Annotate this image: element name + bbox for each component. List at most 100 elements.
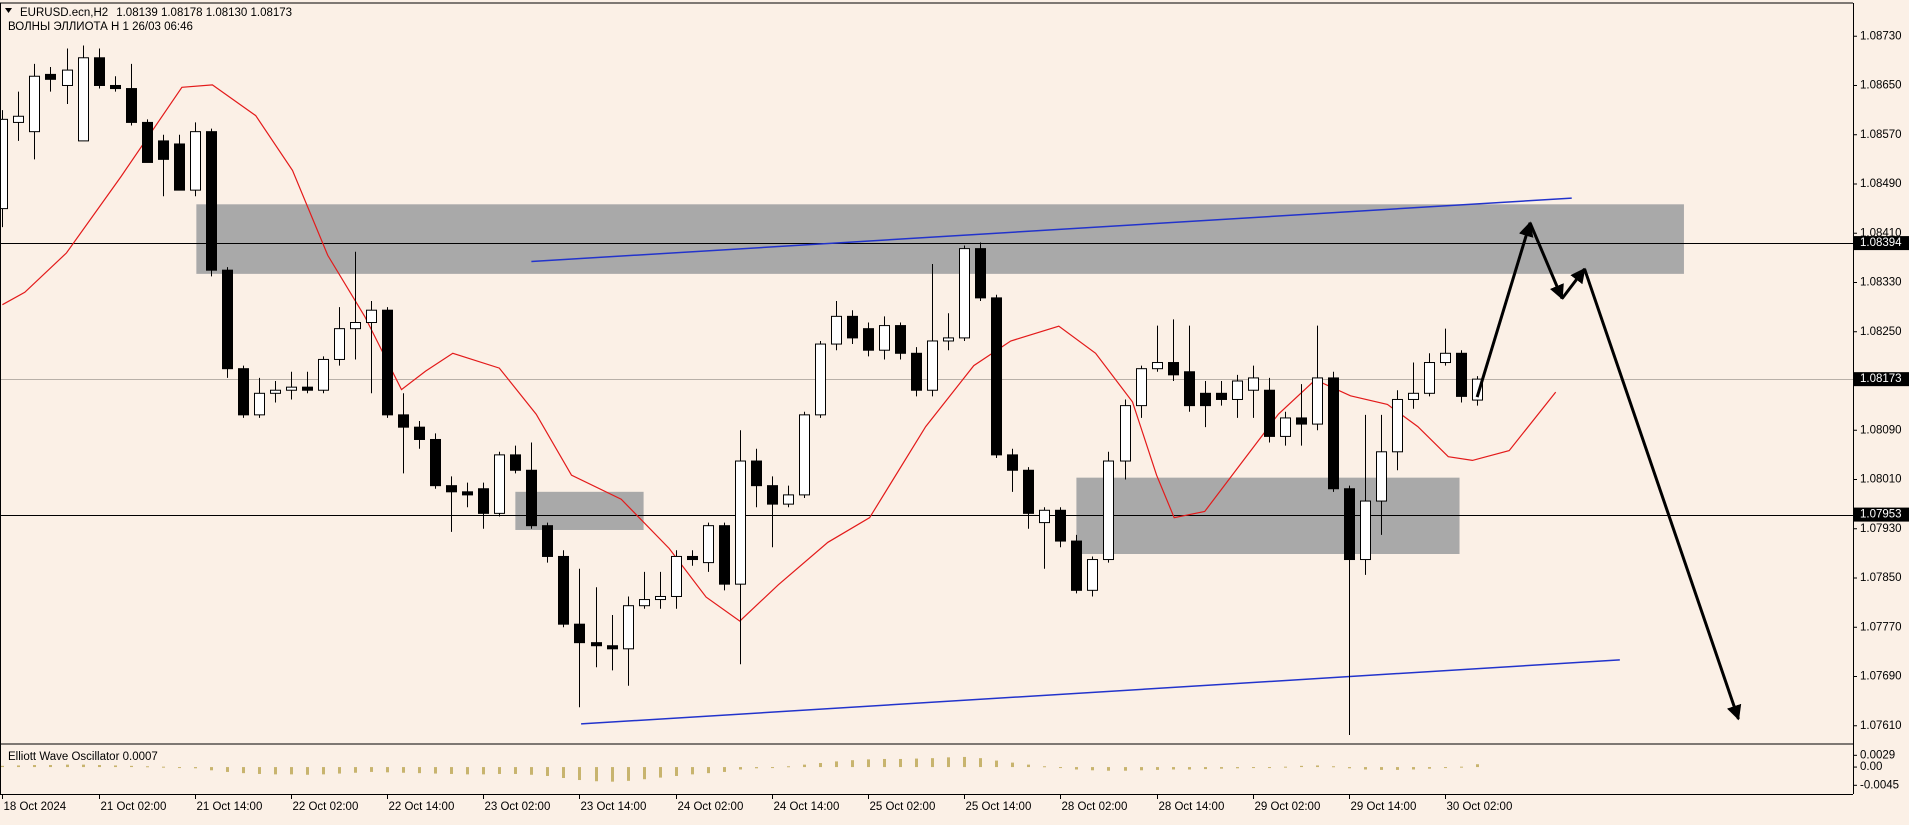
candle-body (911, 352, 922, 391)
oscillator-bar (627, 767, 630, 781)
oscillator-bar (1300, 765, 1303, 768)
oscillator-bar (194, 767, 197, 769)
oscillator-bar (530, 767, 533, 775)
oscillator-bar (771, 767, 774, 769)
forecast-arrow (1560, 267, 1586, 300)
candle-body (110, 84, 121, 90)
candle-body (1280, 417, 1291, 437)
oscillator-bar (562, 767, 565, 779)
oscillator-bar (498, 767, 501, 774)
candle-body (1120, 405, 1131, 462)
candle-body (1360, 500, 1371, 561)
candle-body (366, 309, 377, 324)
oscillator-bar (595, 767, 598, 782)
oscillator-bar (1380, 767, 1383, 770)
candle-body (799, 414, 810, 496)
oscillator-bar (611, 767, 614, 782)
candle-body (1424, 362, 1435, 394)
candle-body (94, 57, 105, 86)
oscillator-bar (835, 761, 838, 768)
candle-body (1344, 488, 1355, 561)
x-tick-label: 28 Oct 14:00 (1159, 801, 1225, 813)
x-tick-label: 29 Oct 02:00 (1255, 801, 1321, 813)
subtitle: ВОЛНЫ ЭЛЛИОТА H 1 26/03 06:46 (8, 21, 193, 33)
oscillator-bar (306, 767, 309, 775)
candle-body (45, 73, 56, 80)
oscillator-bar (146, 766, 149, 768)
candle-body (446, 485, 457, 493)
oscillator-bar (546, 767, 549, 776)
oscillator-bar (739, 767, 742, 770)
oscillator-bar (370, 767, 373, 772)
candle-body (815, 343, 826, 416)
y-tick-label: 1.07610 (1860, 720, 1902, 732)
candle-body (174, 143, 185, 191)
oscillator-bar (819, 763, 822, 768)
candle-body (959, 248, 970, 339)
oscillator-bar (947, 757, 950, 768)
oscillator-bar (915, 758, 918, 768)
oscillator-bar (33, 765, 36, 768)
candle-body (1472, 378, 1483, 401)
candle-body (831, 315, 842, 345)
candle-body (1376, 451, 1387, 502)
oscillator-bar (1460, 766, 1463, 768)
y-tick-label: 1.08090 (1860, 424, 1902, 436)
candle-body (1007, 454, 1018, 471)
candle-body (671, 555, 682, 597)
candle-body (350, 322, 361, 330)
oscillator-bar (1252, 767, 1255, 769)
y-tick-label: 1.08010 (1860, 474, 1902, 486)
candle-body (1440, 352, 1451, 364)
x-tick-label: 21 Oct 14:00 (197, 801, 263, 813)
x-tick-label: 22 Oct 14:00 (389, 801, 455, 813)
oscillator-bar (1396, 767, 1399, 770)
candle-body (879, 325, 890, 351)
oscillator-bar (418, 767, 421, 774)
candle-body (1248, 377, 1259, 391)
oscillator-bar (578, 767, 581, 781)
candle-body (975, 248, 986, 299)
oscillator-bar (1, 765, 4, 768)
candle-body (462, 491, 473, 496)
oscillator-bar (659, 767, 662, 778)
oscillator-bar (482, 767, 485, 775)
x-tick-label: 18 Oct 2024 (4, 801, 67, 813)
price-box-label: 1.07953 (1860, 509, 1902, 521)
candle-body (158, 140, 169, 160)
price-box (1854, 236, 1909, 251)
candle-body (1023, 469, 1034, 514)
candle-body (1456, 352, 1467, 397)
x-tick-label: 23 Oct 14:00 (581, 801, 647, 813)
candle-body (1152, 362, 1163, 370)
candle-body (238, 368, 249, 416)
header-triangle (5, 8, 12, 13)
osc-y-tick-label: 0.0029 (1860, 749, 1895, 761)
oscillator-bar (338, 767, 341, 774)
oscillator-bar (1188, 767, 1191, 770)
oscillator-bar (1172, 767, 1175, 770)
oscillator-bar (995, 760, 998, 768)
y-tick-label: 1.08650 (1860, 80, 1902, 92)
oscillator-bar (162, 766, 165, 768)
x-tick-label: 30 Oct 02:00 (1447, 801, 1513, 813)
oscillator-bar (66, 764, 69, 768)
oscillator-bar (1268, 767, 1271, 769)
oscillator-bar (290, 767, 293, 775)
candle-body (206, 131, 217, 271)
candle-body (639, 599, 650, 607)
oscillator-bar (1140, 767, 1143, 771)
x-tick-label: 25 Oct 02:00 (870, 801, 936, 813)
candle-body (1071, 540, 1082, 591)
oscillator-panel (1, 756, 1479, 782)
candle-body (687, 555, 698, 561)
candle-body (1312, 377, 1323, 425)
oscillator-bar (675, 767, 678, 776)
candle-body (1103, 460, 1114, 561)
oscillator-bar (803, 764, 806, 768)
candle-body (494, 454, 505, 514)
y-tick-label: 1.08250 (1860, 326, 1902, 338)
oscillator-bar (466, 767, 469, 775)
